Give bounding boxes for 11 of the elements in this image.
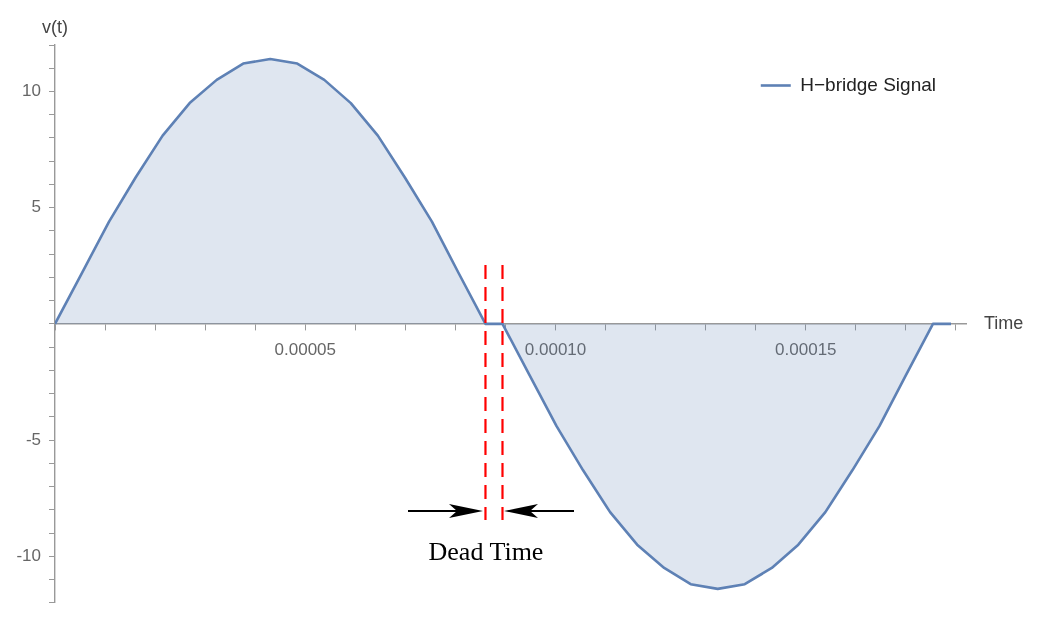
x-tick-label: 0.00015 [775,339,837,359]
y-tick-label: 10 [22,81,41,101]
y-tick-label: -5 [25,429,41,449]
legend-label: H−bridge Signal [800,73,937,95]
y-tick-label: 5 [31,197,41,217]
x-tick-label: 0.00005 [274,339,336,359]
annotation: Dead Time [428,537,544,567]
y-axis-title: v(t) [42,16,68,37]
x-axis-title: Time [984,312,1024,333]
x-tick-label: 0.00010 [524,339,587,359]
y-tick-label: -10 [16,546,41,565]
